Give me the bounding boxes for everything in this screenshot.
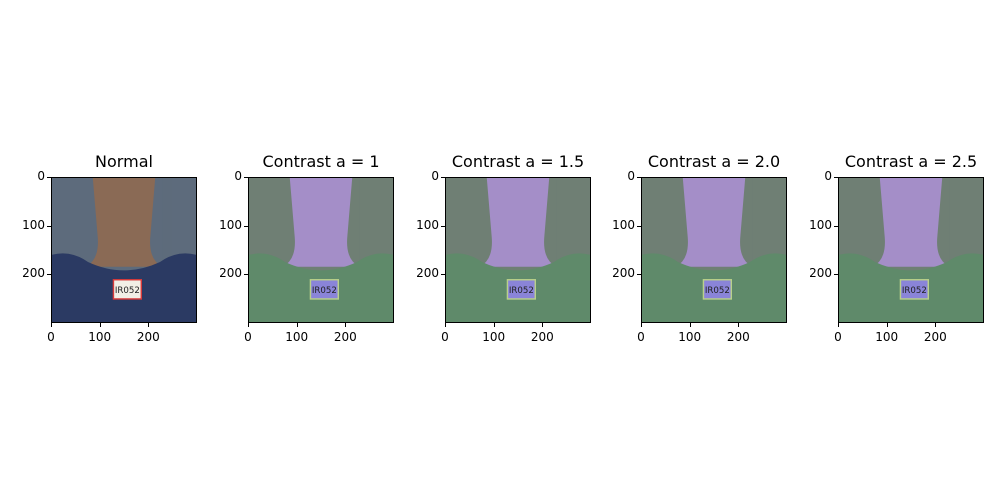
y-tick-label: 200 bbox=[612, 266, 635, 281]
x-tick-label: 100 bbox=[285, 330, 309, 344]
collar-label-text: IR052 bbox=[705, 286, 730, 296]
y-tick-mark bbox=[834, 177, 838, 178]
x-tick-mark bbox=[641, 323, 642, 327]
image-axes: IR052 bbox=[641, 177, 787, 323]
image-axes: IR052 bbox=[51, 177, 197, 323]
neck-photo: IR052 bbox=[839, 178, 983, 322]
x-tick-mark bbox=[445, 323, 446, 327]
collar-label-text: IR052 bbox=[902, 286, 927, 296]
x-tick-mark bbox=[296, 323, 298, 327]
x-tick-mark bbox=[935, 323, 937, 327]
x-tick-mark bbox=[689, 323, 691, 327]
y-tick-label: 100 bbox=[416, 217, 439, 232]
x-tick-mark bbox=[99, 323, 101, 327]
x-tick-label: 100 bbox=[88, 330, 112, 344]
x-tick-label: 200 bbox=[726, 330, 750, 344]
y-tick-label: 100 bbox=[219, 217, 242, 232]
x-tick-label: 200 bbox=[333, 330, 357, 344]
neck-photo: IR052 bbox=[642, 178, 786, 322]
y-tick-mark bbox=[834, 274, 838, 276]
x-tick-label: 200 bbox=[923, 330, 947, 344]
y-tick-mark bbox=[637, 225, 641, 227]
panel-title: Normal bbox=[95, 152, 153, 171]
y-tick-label: 0 bbox=[234, 169, 242, 183]
y-tick-mark bbox=[47, 274, 51, 276]
y-tick-mark bbox=[47, 177, 51, 178]
y-tick-mark bbox=[441, 177, 445, 178]
x-tick-mark bbox=[345, 323, 347, 327]
image-axes: IR052 bbox=[248, 177, 394, 323]
y-tick-label: 100 bbox=[809, 217, 832, 232]
x-tick-mark bbox=[542, 323, 544, 327]
neck-photo: IR052 bbox=[52, 178, 196, 322]
x-tick-mark bbox=[838, 323, 839, 327]
x-tick-mark bbox=[248, 323, 249, 327]
y-tick-mark bbox=[637, 274, 641, 276]
y-tick-label: 200 bbox=[219, 266, 242, 281]
y-tick-label: 0 bbox=[627, 169, 635, 183]
x-tick-mark bbox=[51, 323, 52, 327]
y-tick-label: 100 bbox=[22, 217, 45, 232]
neck-photo: IR052 bbox=[446, 178, 590, 322]
collar-label-text: IR052 bbox=[509, 286, 534, 296]
panel-title: Contrast a = 1.5 bbox=[451, 152, 585, 171]
y-tick-mark bbox=[244, 177, 248, 178]
image-axes: IR052 bbox=[445, 177, 591, 323]
x-tick-label: 0 bbox=[47, 330, 55, 344]
y-tick-label: 200 bbox=[416, 266, 439, 281]
y-tick-mark bbox=[441, 225, 445, 227]
x-tick-label: 200 bbox=[136, 330, 160, 344]
x-tick-label: 100 bbox=[678, 330, 702, 344]
collar-label-text: IR052 bbox=[312, 286, 337, 296]
y-tick-label: 200 bbox=[22, 266, 45, 281]
panel-title: Contrast a = 1 bbox=[262, 152, 380, 171]
image-axes: IR052 bbox=[838, 177, 984, 323]
y-tick-label: 100 bbox=[612, 217, 635, 232]
y-tick-label: 0 bbox=[824, 169, 832, 183]
x-tick-label: 200 bbox=[530, 330, 554, 344]
collar-label-text: IR052 bbox=[115, 286, 140, 296]
y-tick-mark bbox=[834, 225, 838, 227]
x-tick-label: 100 bbox=[482, 330, 506, 344]
x-tick-label: 0 bbox=[244, 330, 252, 344]
neck-photo: IR052 bbox=[249, 178, 393, 322]
y-tick-label: 0 bbox=[37, 169, 45, 183]
y-tick-mark bbox=[637, 177, 641, 178]
panel-title: Contrast a = 2.5 bbox=[844, 152, 978, 171]
x-tick-mark bbox=[148, 323, 150, 327]
panel-title: Contrast a = 2.0 bbox=[647, 152, 781, 171]
y-tick-mark bbox=[441, 274, 445, 276]
x-tick-label: 0 bbox=[441, 330, 449, 344]
x-tick-mark bbox=[493, 323, 495, 327]
x-tick-label: 0 bbox=[834, 330, 842, 344]
x-tick-label: 100 bbox=[875, 330, 899, 344]
y-tick-mark bbox=[244, 225, 248, 227]
x-tick-mark bbox=[738, 323, 740, 327]
y-tick-label: 0 bbox=[431, 169, 439, 183]
y-tick-mark bbox=[244, 274, 248, 276]
x-tick-mark bbox=[886, 323, 888, 327]
y-tick-label: 200 bbox=[809, 266, 832, 281]
y-tick-mark bbox=[47, 225, 51, 227]
x-tick-label: 0 bbox=[637, 330, 645, 344]
